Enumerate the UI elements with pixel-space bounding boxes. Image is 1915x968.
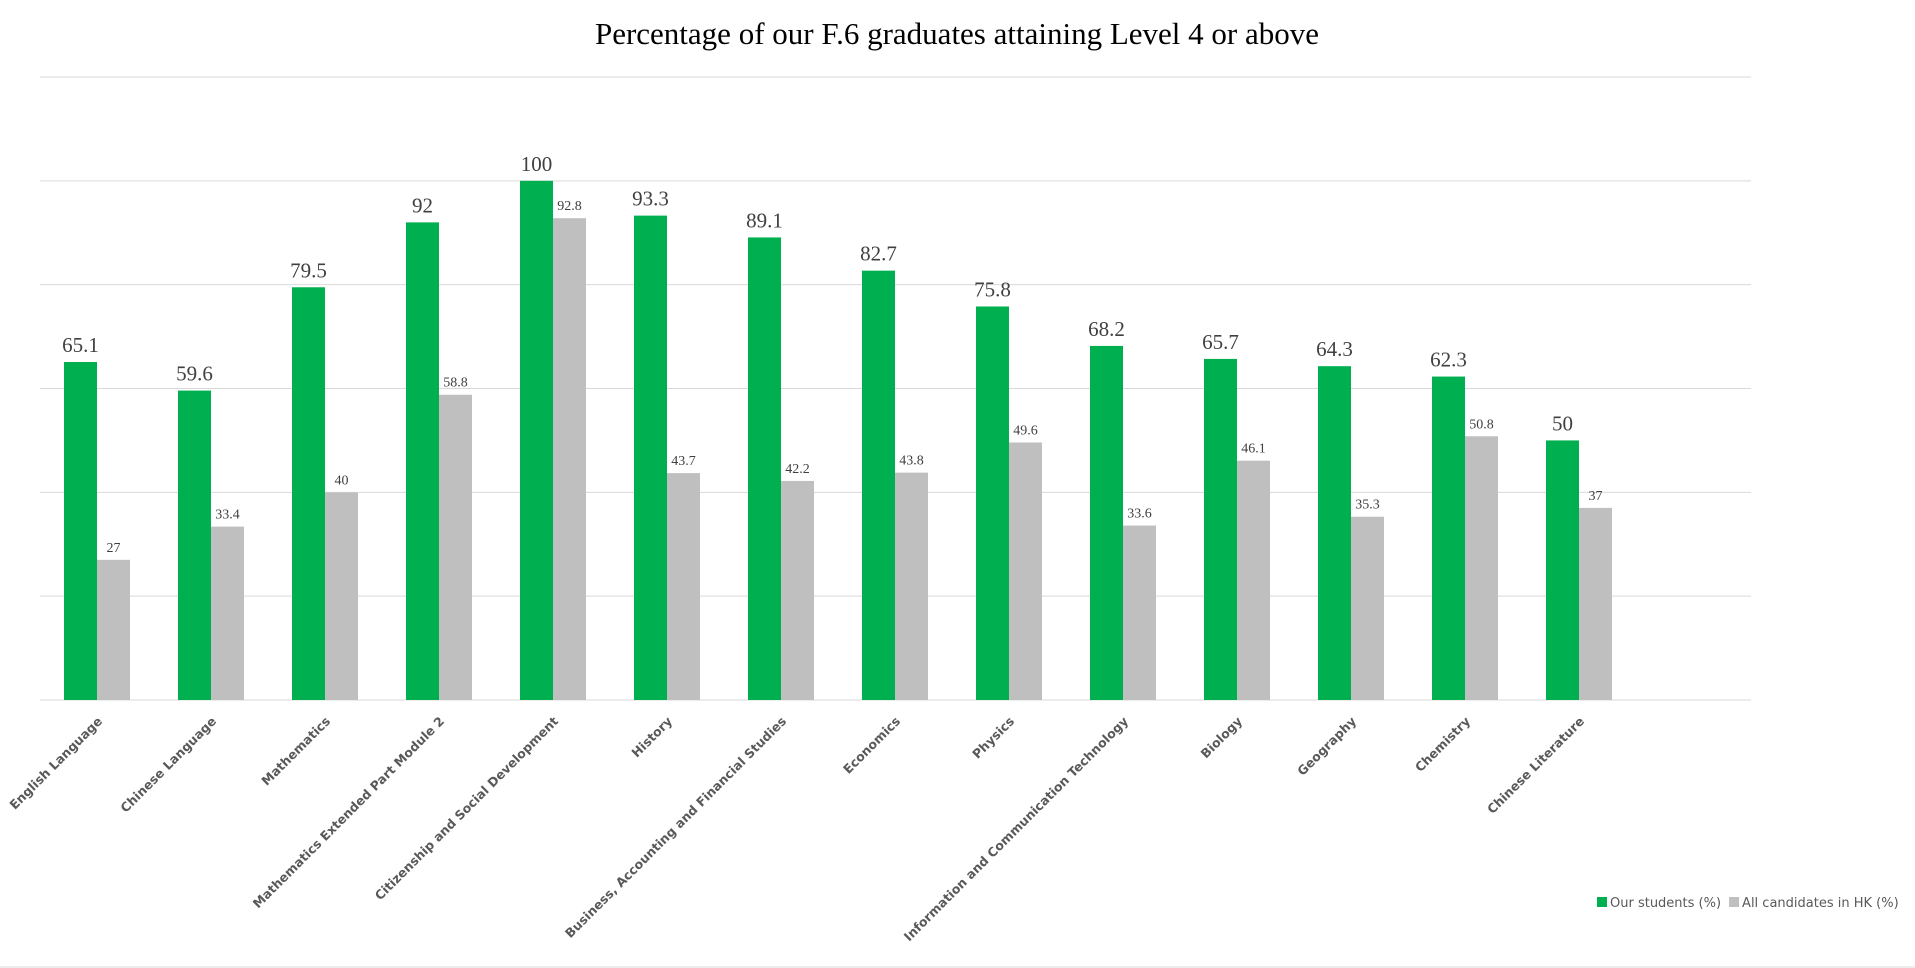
data-label: 64.3 xyxy=(1316,337,1353,361)
bar-all-candidates xyxy=(1351,516,1384,700)
bar-our-students xyxy=(178,390,211,700)
category-label: Business, Accounting and Financial Studi… xyxy=(562,714,789,941)
bar-our-students xyxy=(976,306,1009,700)
data-label: 82.7 xyxy=(860,242,897,266)
category-label: Mathematics Extended Part Module 2 xyxy=(250,714,447,911)
bar-our-students xyxy=(634,215,667,700)
bar-all-candidates xyxy=(211,526,244,700)
data-label: 65.7 xyxy=(1202,330,1239,354)
legend: Our students (%) All candidates in HK (%) xyxy=(1597,896,1899,911)
data-label: 89.1 xyxy=(746,208,783,232)
bar-all-candidates xyxy=(325,492,358,700)
legend-swatch xyxy=(1729,897,1740,907)
bar-all-candidates xyxy=(1579,507,1612,700)
bar-our-students xyxy=(1318,366,1351,700)
bar-all-candidates xyxy=(553,218,586,701)
category-label: Geography xyxy=(1294,714,1359,779)
bar-our-students xyxy=(406,222,439,700)
category-label: Biology xyxy=(1197,714,1245,762)
category-label: Chinese Literature xyxy=(1484,714,1587,817)
bar-all-candidates xyxy=(1123,525,1156,700)
legend-swatch xyxy=(1597,897,1607,907)
bar-our-students xyxy=(64,362,97,700)
bar-all-candidates xyxy=(895,472,928,700)
data-label: 75.8 xyxy=(974,277,1011,301)
data-label: 79.5 xyxy=(290,258,327,282)
bar-our-students xyxy=(292,287,325,700)
data-label: 50.8 xyxy=(1469,417,1494,432)
category-label: Information and Communication Technology xyxy=(901,714,1131,944)
bar-all-candidates xyxy=(781,480,814,700)
data-label: 27 xyxy=(107,541,121,556)
data-label: 35.3 xyxy=(1355,498,1380,513)
bar-all-candidates xyxy=(1465,436,1498,700)
category-label: Economics xyxy=(840,714,903,777)
data-label: 93.3 xyxy=(632,187,669,211)
legend-label: All candidates in HK (%) xyxy=(1742,896,1899,911)
data-label: 37 xyxy=(1589,489,1603,504)
data-label: 58.8 xyxy=(443,376,468,391)
data-label: 92.8 xyxy=(557,199,582,214)
data-label: 33.6 xyxy=(1127,507,1152,522)
data-label: 43.7 xyxy=(671,454,696,469)
data-label: 65.1 xyxy=(62,333,99,357)
bar-all-candidates xyxy=(1237,460,1270,700)
bar-all-candidates xyxy=(439,394,472,700)
data-label: 100 xyxy=(521,152,553,176)
bar-all-candidates xyxy=(1009,442,1042,700)
category-label: Chinese Language xyxy=(117,714,219,816)
bar-our-students xyxy=(1546,440,1579,700)
data-label: 62.3 xyxy=(1430,348,1467,372)
data-label: 68.2 xyxy=(1088,317,1125,341)
data-label: 49.6 xyxy=(1013,423,1038,438)
category-label: Physics xyxy=(969,714,1017,762)
bar-all-candidates xyxy=(667,473,700,700)
bar-our-students xyxy=(1090,345,1123,700)
data-label: 40 xyxy=(335,473,349,488)
bar-our-students xyxy=(862,270,895,700)
data-label: 43.8 xyxy=(899,454,924,469)
chart-title: Percentage of our F.6 graduates attainin… xyxy=(595,16,1319,51)
data-label: 92 xyxy=(412,193,433,217)
data-label: 33.4 xyxy=(215,508,240,523)
bar-our-students xyxy=(748,237,781,701)
category-label: Chemistry xyxy=(1412,714,1473,775)
data-label: 42.2 xyxy=(785,462,810,477)
legend-label: Our students (%) xyxy=(1610,896,1721,911)
data-label: 50 xyxy=(1552,411,1573,435)
category-label: English Language xyxy=(6,714,105,813)
data-label: 46.1 xyxy=(1241,442,1266,457)
category-label: Citizenship and Social Development xyxy=(372,714,561,903)
bar-our-students xyxy=(1204,358,1237,700)
bar-our-students xyxy=(1432,376,1465,700)
bar-our-students xyxy=(520,180,553,701)
data-label: 59.6 xyxy=(176,362,213,386)
category-label: History xyxy=(628,714,675,761)
category-label: Mathematics xyxy=(258,714,333,789)
bar-all-candidates xyxy=(97,559,130,700)
